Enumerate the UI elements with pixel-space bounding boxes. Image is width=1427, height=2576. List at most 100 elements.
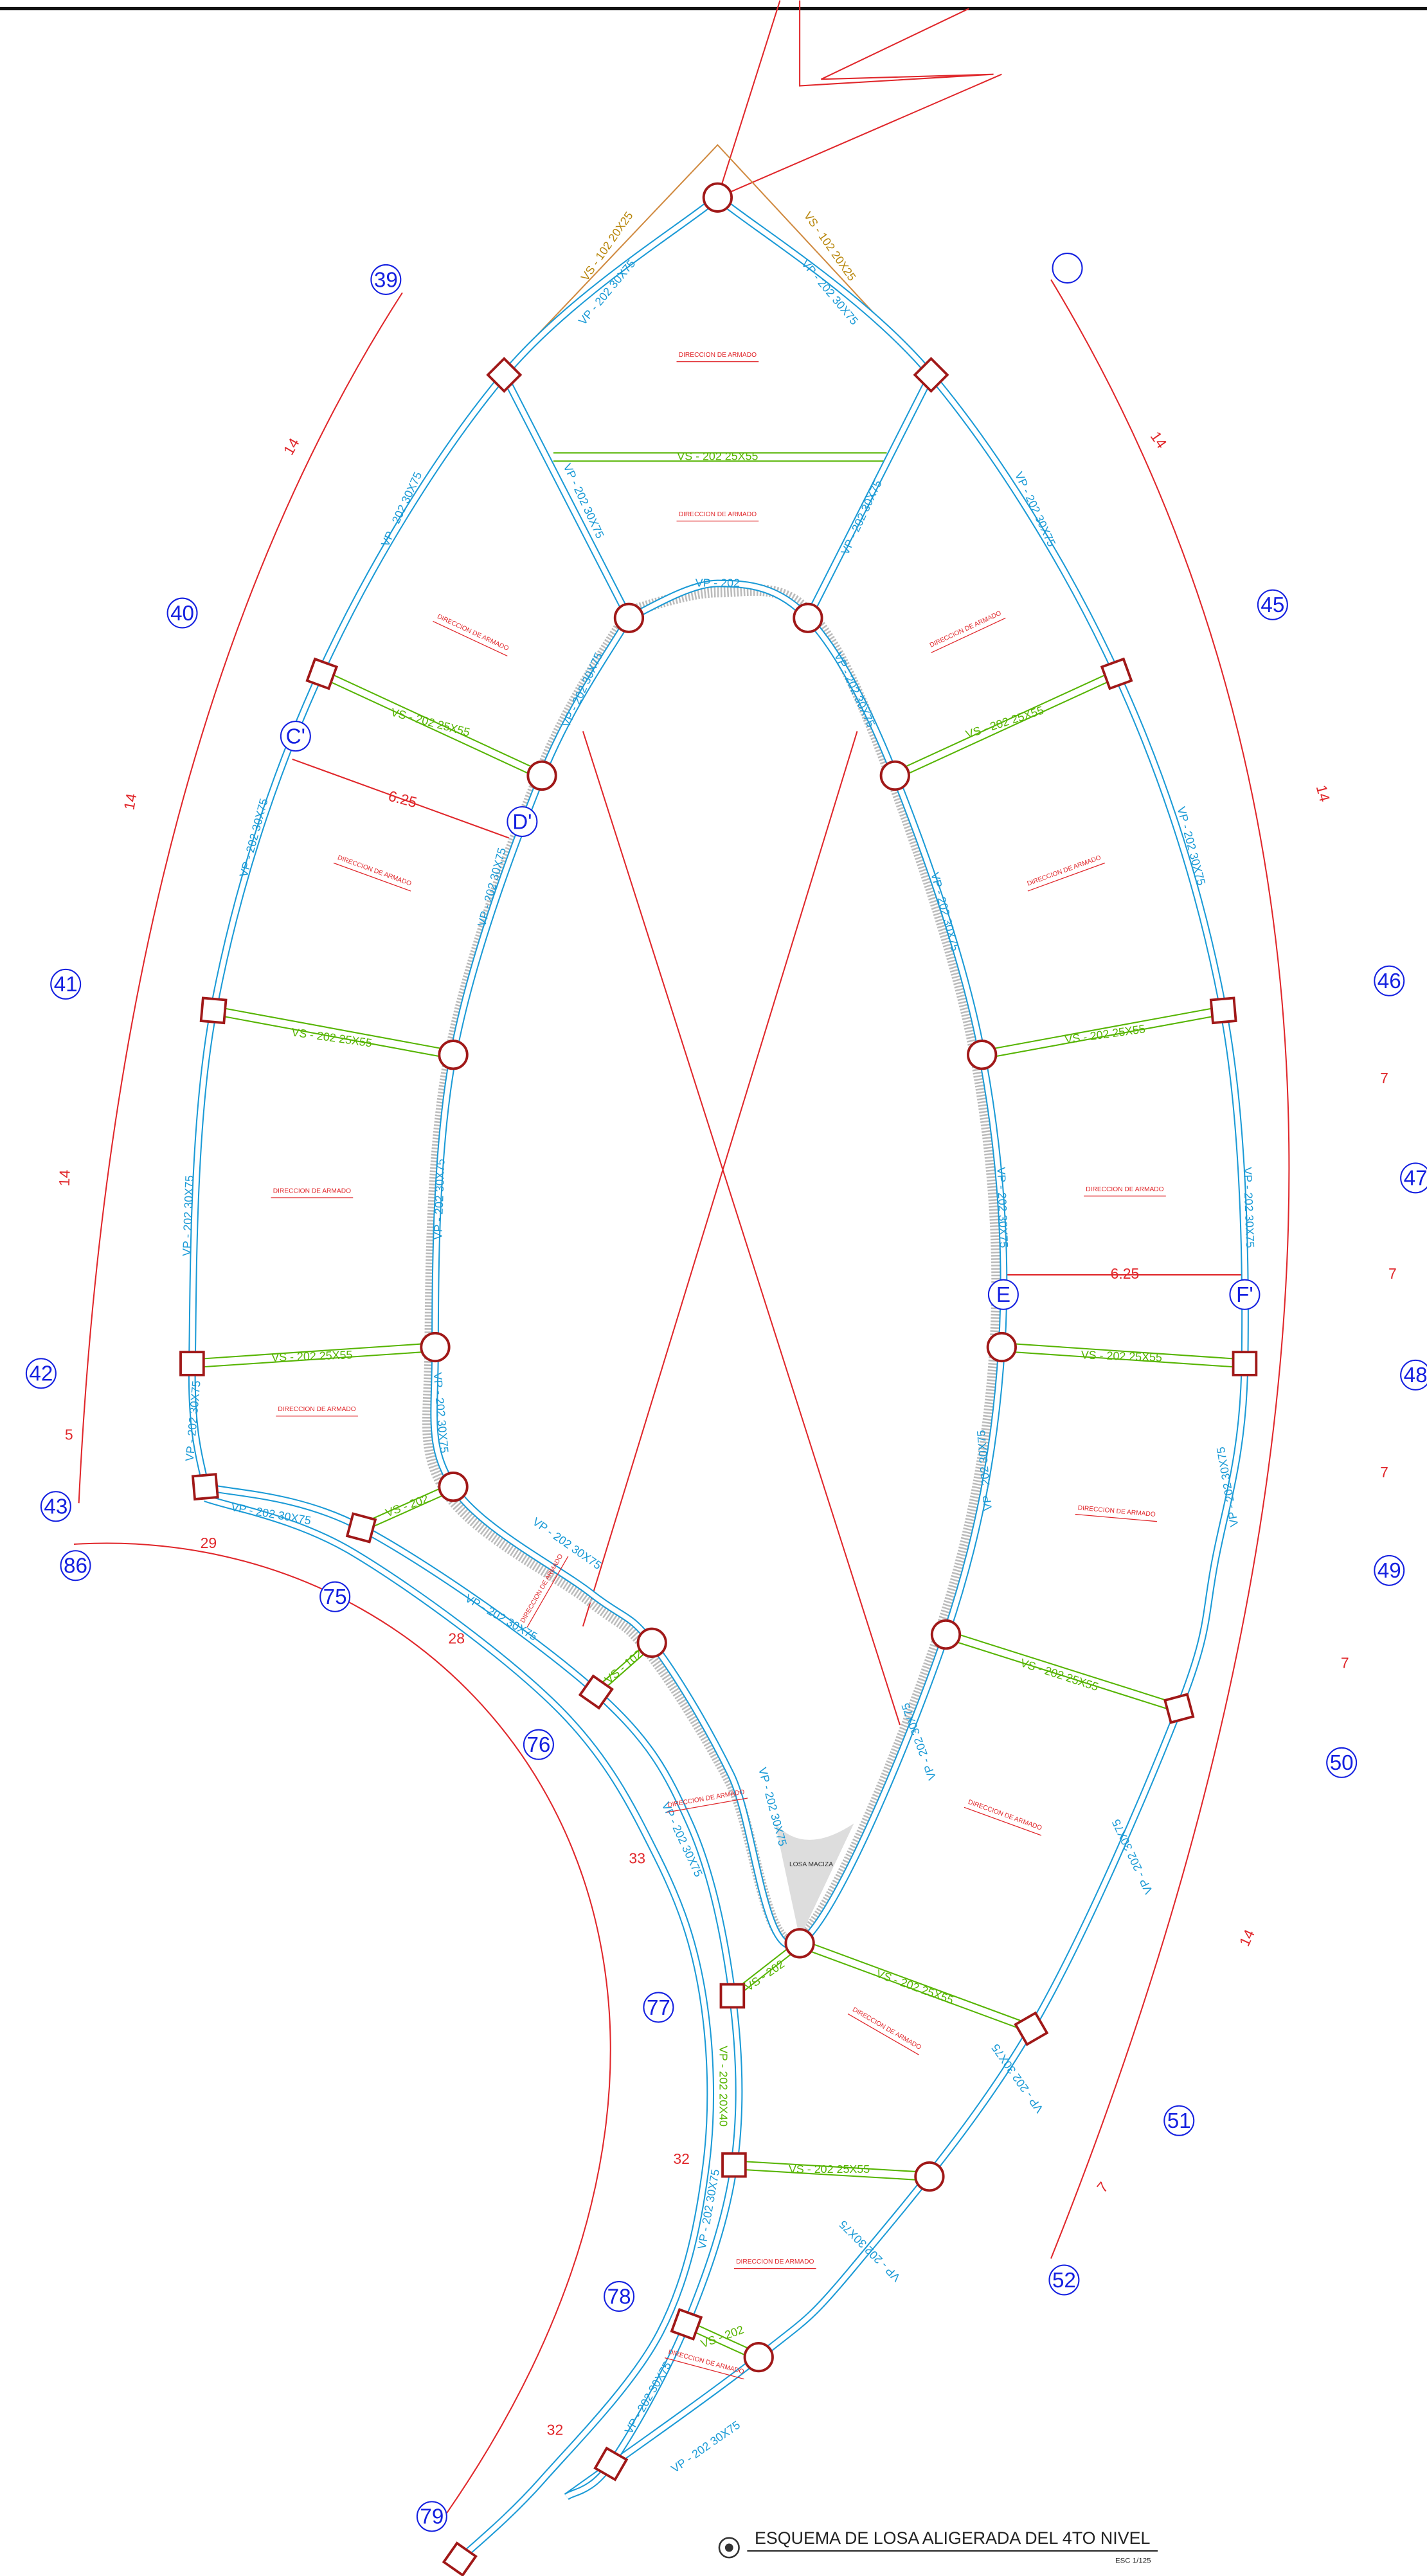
beam-label: VP - 202 30X75	[669, 2418, 742, 2476]
beam-label: VS - 202 25X55	[875, 1967, 955, 2007]
grid-label: F'	[1236, 1283, 1253, 1307]
dimension-label: 5	[65, 1426, 73, 1443]
column-square	[722, 2154, 746, 2177]
grid-label: E	[996, 1283, 1010, 1307]
grid-label: D'	[512, 810, 532, 834]
beam-label: VP - 202 30X75	[1241, 1167, 1257, 1248]
north-arrow	[800, 1, 993, 86]
north-line	[717, 1, 780, 198]
beam-label: VP - 202	[696, 576, 740, 589]
beam-label: VP - 202 30X75	[431, 1158, 447, 1240]
dimension-label: 14	[1236, 1927, 1258, 1949]
column-round	[794, 604, 821, 631]
beam-core	[192, 197, 718, 1486]
grid-label: C'	[286, 725, 305, 748]
grid-label: 50	[1330, 1751, 1354, 1775]
beam-label: VS - 202 25X55	[1081, 1348, 1162, 1364]
beam-label: VP - 202 30X75	[1012, 470, 1058, 549]
dimension-label: 6.25	[386, 788, 418, 811]
armado-note: DIRECCION DE ARMADO	[967, 1799, 1043, 1832]
column-square	[347, 1514, 375, 1542]
column-round	[421, 1333, 449, 1361]
grid-label: 40	[170, 602, 194, 626]
north-line	[717, 75, 1001, 198]
structure	[181, 183, 1256, 2575]
dimension-label: 7	[1093, 2179, 1111, 2196]
column-square	[181, 1352, 204, 1375]
grid-label: 45	[1261, 593, 1284, 617]
dimension-label: 33	[629, 1850, 645, 1867]
grid-label: 46	[1378, 969, 1401, 993]
dimension-label: 14	[280, 435, 302, 458]
armado-note: DIRECCION DE ARMADO	[679, 352, 757, 359]
drawing: VS - 102 20X25VS - 102 20X25VP - 202 30X…	[0, 0, 1427, 2576]
beam-label: VS - 202 25X55	[677, 450, 758, 463]
armado-note: DIRECCION DE ARMADO	[337, 854, 413, 888]
column-round	[915, 2163, 943, 2190]
dimension-label: 7	[1380, 1464, 1388, 1481]
dimension-label: 14	[1147, 428, 1171, 451]
grid-label: 42	[29, 1362, 53, 1386]
armado-arrow	[433, 621, 508, 656]
beam-label: VS - 202	[699, 2323, 746, 2350]
column-round	[638, 1629, 665, 1657]
armado-note: DIRECCION DE ARMADO	[1086, 1186, 1163, 1193]
armado-arrow	[931, 618, 1006, 653]
grid-label: 86	[64, 1554, 87, 1578]
beam-label: VS - 202 25X55	[271, 1348, 353, 1364]
column-square	[1165, 1695, 1193, 1723]
beam-label: VS - 202 25X55	[1064, 1022, 1146, 1046]
grid-label: 79	[420, 2505, 444, 2529]
armado-arrow	[848, 2014, 919, 2055]
column-square	[672, 2310, 701, 2339]
dimension-label: 7	[1341, 1655, 1349, 1671]
grid-label: 49	[1378, 1559, 1401, 1583]
dimension-label: 6.25	[1111, 1265, 1140, 1282]
losa-maciza: LOSA MACIZA	[789, 1861, 833, 1868]
grid-label: 75	[323, 1585, 347, 1609]
beam-core	[504, 375, 629, 618]
beam-label: VP - 202 30X75	[559, 651, 605, 730]
dimension-label: 29	[201, 1535, 217, 1551]
dimension-label: 14	[56, 1169, 73, 1187]
armado-note: DIRECCION DE ARMADO	[273, 1187, 351, 1194]
column-square	[1234, 1352, 1257, 1375]
dimension-label: 14	[1313, 783, 1333, 804]
column-square	[193, 1474, 218, 1499]
dimension-arc	[74, 1544, 611, 2514]
secondary-beam	[895, 678, 1117, 779]
beam-label: VP - 202 30X75	[237, 797, 271, 879]
armado-note: DIRECCION DE ARMADO	[667, 2348, 744, 2375]
dimension-arc	[1051, 280, 1289, 2258]
beam-label: VS - 202	[384, 1492, 430, 1520]
page: {"title": "ESQUEMA DE LOSA ALIGERADA DEL…	[0, 0, 1427, 2576]
title: ESQUEMA DE LOSA ALIGERADA DEL 4TO NIVEL	[755, 2528, 1151, 2548]
beam-outline	[192, 197, 718, 1486]
beam-label: VP - 202 30X75	[994, 1167, 1010, 1248]
column-round	[439, 1041, 467, 1068]
grid-label: 76	[526, 1733, 550, 1757]
beam-label: VP - 202 30X75	[838, 478, 884, 557]
column-square	[721, 1985, 744, 2008]
beam-label: VS - 202	[743, 1958, 787, 1994]
secondary-beam	[946, 1630, 1179, 1704]
grid-label: 43	[44, 1495, 67, 1519]
diagonal	[583, 731, 900, 1725]
grid-label: 77	[647, 1996, 670, 2020]
beam-label: VP - 202 20X40	[717, 2046, 730, 2127]
column-square	[1102, 659, 1131, 689]
boundary	[504, 145, 931, 375]
dimension-label: 7	[1388, 1265, 1397, 1282]
beam-label: VS - 202 25X55	[964, 703, 1045, 741]
beam-label: VS - 102	[602, 1648, 645, 1686]
armado-note: DIRECCION DE ARMADO	[679, 511, 757, 518]
beam-label: VP - 202 30X75	[379, 470, 424, 549]
beam-label: VS - 202 25X55	[789, 2163, 870, 2175]
dimension-label: 32	[547, 2422, 564, 2438]
empty-bubble	[1053, 253, 1082, 283]
armado-note: DIRECCION DE ARMADO	[436, 613, 510, 653]
column-round	[745, 2343, 773, 2371]
column-round	[528, 762, 555, 789]
diagonal	[583, 731, 857, 1626]
